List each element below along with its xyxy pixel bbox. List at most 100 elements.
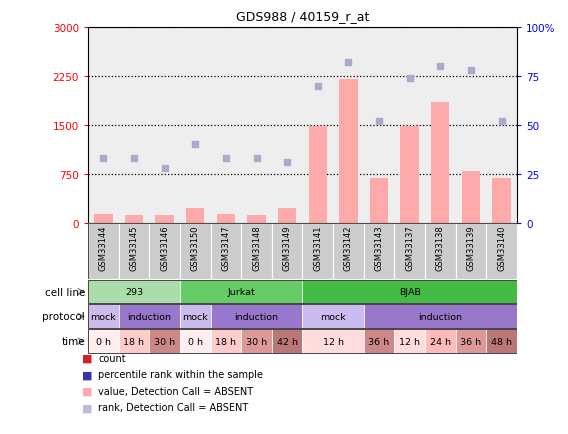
Bar bbox=[211, 329, 241, 353]
Bar bbox=[492, 179, 511, 223]
Text: 24 h: 24 h bbox=[430, 337, 451, 346]
Bar bbox=[156, 216, 174, 223]
Text: percentile rank within the sample: percentile rank within the sample bbox=[98, 370, 263, 379]
Bar bbox=[149, 223, 180, 279]
Point bbox=[283, 159, 292, 166]
Bar bbox=[302, 223, 333, 279]
Bar bbox=[272, 223, 302, 279]
Text: mock: mock bbox=[320, 312, 346, 321]
Text: value, Detection Call = ABSENT: value, Detection Call = ABSENT bbox=[98, 386, 253, 396]
Text: 0 h: 0 h bbox=[188, 337, 203, 346]
Text: 42 h: 42 h bbox=[277, 337, 298, 346]
Text: ■: ■ bbox=[82, 370, 93, 379]
Bar bbox=[88, 329, 119, 353]
Bar bbox=[278, 208, 296, 223]
Text: GSM33141: GSM33141 bbox=[314, 225, 322, 270]
Text: GSM33137: GSM33137 bbox=[405, 225, 414, 270]
Text: rank, Detection Call = ABSENT: rank, Detection Call = ABSENT bbox=[98, 403, 249, 412]
Bar bbox=[247, 215, 266, 223]
Text: GSM33142: GSM33142 bbox=[344, 225, 353, 270]
Bar bbox=[88, 280, 180, 304]
Text: 48 h: 48 h bbox=[491, 337, 512, 346]
Text: mock: mock bbox=[182, 312, 208, 321]
Bar bbox=[211, 305, 302, 329]
Bar bbox=[370, 179, 388, 223]
Point bbox=[374, 118, 383, 125]
Bar bbox=[456, 223, 486, 279]
Bar bbox=[180, 329, 211, 353]
Bar bbox=[149, 329, 180, 353]
Text: 30 h: 30 h bbox=[154, 337, 175, 346]
Bar bbox=[425, 223, 456, 279]
Bar bbox=[400, 127, 419, 223]
Text: 12 h: 12 h bbox=[323, 337, 344, 346]
Point bbox=[99, 155, 108, 162]
Point bbox=[436, 64, 445, 71]
Text: time: time bbox=[61, 336, 85, 346]
Text: GSM33149: GSM33149 bbox=[283, 225, 291, 270]
Point bbox=[466, 68, 475, 75]
Text: ■: ■ bbox=[82, 403, 93, 412]
Text: ■: ■ bbox=[82, 353, 93, 363]
Bar bbox=[486, 223, 517, 279]
Point bbox=[130, 155, 139, 162]
Text: 18 h: 18 h bbox=[123, 337, 144, 346]
Bar bbox=[302, 329, 364, 353]
Bar bbox=[394, 329, 425, 353]
Text: BJAB: BJAB bbox=[399, 287, 421, 296]
Text: induction: induction bbox=[418, 312, 462, 321]
Bar bbox=[456, 329, 486, 353]
Bar bbox=[119, 305, 180, 329]
Text: GSM33146: GSM33146 bbox=[160, 225, 169, 270]
Point bbox=[313, 83, 322, 90]
Point bbox=[405, 76, 414, 82]
Bar bbox=[119, 223, 149, 279]
Text: protocol: protocol bbox=[43, 312, 85, 322]
Bar bbox=[364, 223, 394, 279]
Bar bbox=[186, 209, 204, 223]
Text: count: count bbox=[98, 353, 126, 363]
Text: GDS988 / 40159_r_at: GDS988 / 40159_r_at bbox=[236, 10, 369, 23]
Text: 12 h: 12 h bbox=[399, 337, 420, 346]
Text: GSM33138: GSM33138 bbox=[436, 225, 445, 270]
Bar bbox=[394, 223, 425, 279]
Text: GSM33139: GSM33139 bbox=[466, 225, 475, 270]
Bar bbox=[272, 329, 302, 353]
Bar bbox=[425, 329, 456, 353]
Point bbox=[344, 60, 353, 67]
Point bbox=[252, 155, 261, 162]
Bar bbox=[119, 329, 149, 353]
Bar bbox=[308, 127, 327, 223]
Text: GSM33145: GSM33145 bbox=[130, 225, 139, 270]
Point bbox=[191, 141, 200, 148]
Bar bbox=[302, 280, 517, 304]
Text: induction: induction bbox=[235, 312, 278, 321]
Bar bbox=[339, 80, 358, 223]
Bar bbox=[333, 223, 364, 279]
Bar bbox=[211, 223, 241, 279]
Point bbox=[222, 155, 231, 162]
Bar bbox=[431, 103, 449, 223]
Bar bbox=[88, 223, 119, 279]
Bar bbox=[180, 223, 211, 279]
Text: 293: 293 bbox=[125, 287, 143, 296]
Bar bbox=[180, 305, 211, 329]
Text: 36 h: 36 h bbox=[369, 337, 390, 346]
Text: GSM33147: GSM33147 bbox=[222, 225, 231, 270]
Text: GSM33140: GSM33140 bbox=[497, 225, 506, 270]
Bar bbox=[364, 329, 394, 353]
Text: 36 h: 36 h bbox=[461, 337, 482, 346]
Bar bbox=[364, 305, 517, 329]
Text: mock: mock bbox=[90, 312, 116, 321]
Text: induction: induction bbox=[127, 312, 172, 321]
Bar bbox=[302, 305, 364, 329]
Text: GSM33150: GSM33150 bbox=[191, 225, 200, 270]
Point bbox=[497, 118, 506, 125]
Bar bbox=[94, 215, 112, 223]
Text: Jurkat: Jurkat bbox=[227, 287, 255, 296]
Bar bbox=[241, 223, 272, 279]
Text: GSM33144: GSM33144 bbox=[99, 225, 108, 270]
Bar bbox=[217, 215, 235, 223]
Text: 18 h: 18 h bbox=[215, 337, 236, 346]
Bar bbox=[486, 329, 517, 353]
